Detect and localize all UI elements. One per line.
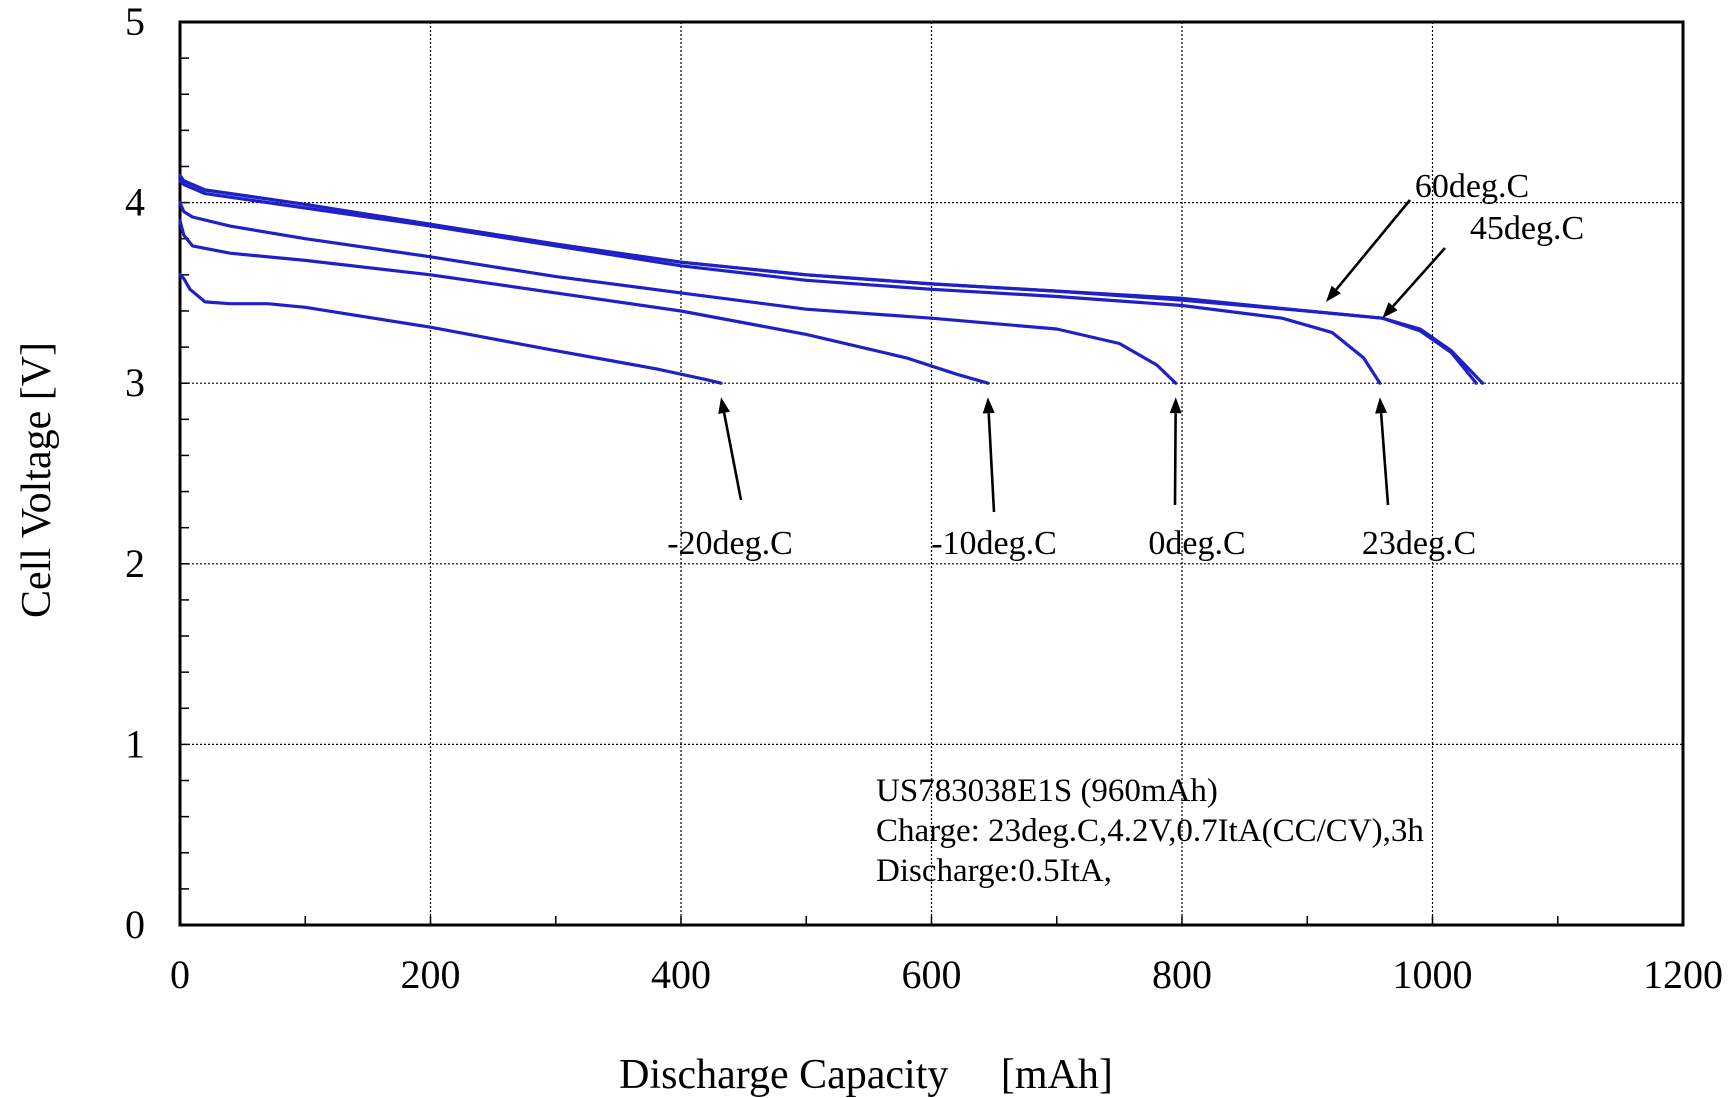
- y-tick-label: 4: [125, 180, 145, 225]
- x-tick-label: 200: [401, 952, 461, 997]
- series-line: [178, 173, 1485, 385]
- series-line: [178, 179, 1382, 385]
- series-line: [178, 273, 723, 385]
- plot-frame: [178, 20, 1685, 927]
- annotation-label: -20deg.C: [667, 525, 793, 562]
- annotation-arrow: [1379, 413, 1390, 506]
- annotation-label: 0deg.C: [1148, 525, 1245, 562]
- grid-lines: [180, 22, 1683, 925]
- y-tick-label: 2: [125, 541, 145, 586]
- series-line: [178, 219, 990, 385]
- arrow-head: [1375, 397, 1388, 414]
- arrow-head: [1169, 397, 1182, 414]
- annotation-label: 45deg.C: [1470, 210, 1584, 247]
- x-tick-label: 800: [1152, 952, 1212, 997]
- minor-ticks: [180, 57, 1559, 925]
- arrow-head: [1326, 285, 1341, 302]
- x-tick-label: 1000: [1393, 952, 1473, 997]
- x-tick-label: 1200: [1643, 952, 1723, 997]
- annotation-arrow: [1173, 413, 1177, 506]
- y-tick-label: 3: [125, 360, 145, 405]
- note-charge: Charge: 23deg.C,4.2V,0.7ItA(CC/CV),3h: [876, 813, 1424, 849]
- series-line: [178, 201, 1178, 385]
- tick-labels: 0 200 400 600 800 1000 1200 0 1 2 3 4 5: [125, 0, 1723, 997]
- y-tick-label: 1: [125, 721, 145, 766]
- y-tick-label: 0: [125, 902, 145, 947]
- x-axis-title: Discharge Capacity [mAh]: [619, 1052, 1113, 1098]
- x-tick-label: 0: [170, 952, 190, 997]
- series-lines: [178, 173, 1485, 385]
- annotation-arrow: [1335, 199, 1412, 291]
- annotation-label: 23deg.C: [1362, 525, 1476, 562]
- arrow-head: [982, 397, 995, 414]
- series-line: [178, 173, 1478, 385]
- annotation-arrow: [722, 412, 743, 501]
- y-tick-label: 5: [125, 0, 145, 44]
- annotation-arrow: [1392, 247, 1446, 308]
- arrow-head: [718, 397, 731, 415]
- arrow-head: [1382, 302, 1398, 319]
- note-discharge: Discharge:0.5ItA,: [876, 853, 1112, 889]
- y-axis-title: Cell Voltage [V]: [14, 342, 60, 618]
- annotation-label: -10deg.C: [931, 525, 1057, 562]
- x-tick-label: 400: [651, 952, 711, 997]
- annotation-arrow: [987, 413, 996, 513]
- x-tick-label: 600: [902, 952, 962, 997]
- note-model: US783038E1S (960mAh): [876, 773, 1218, 809]
- annotation-arrows: [718, 199, 1446, 513]
- annotation-label: 60deg.C: [1415, 168, 1529, 205]
